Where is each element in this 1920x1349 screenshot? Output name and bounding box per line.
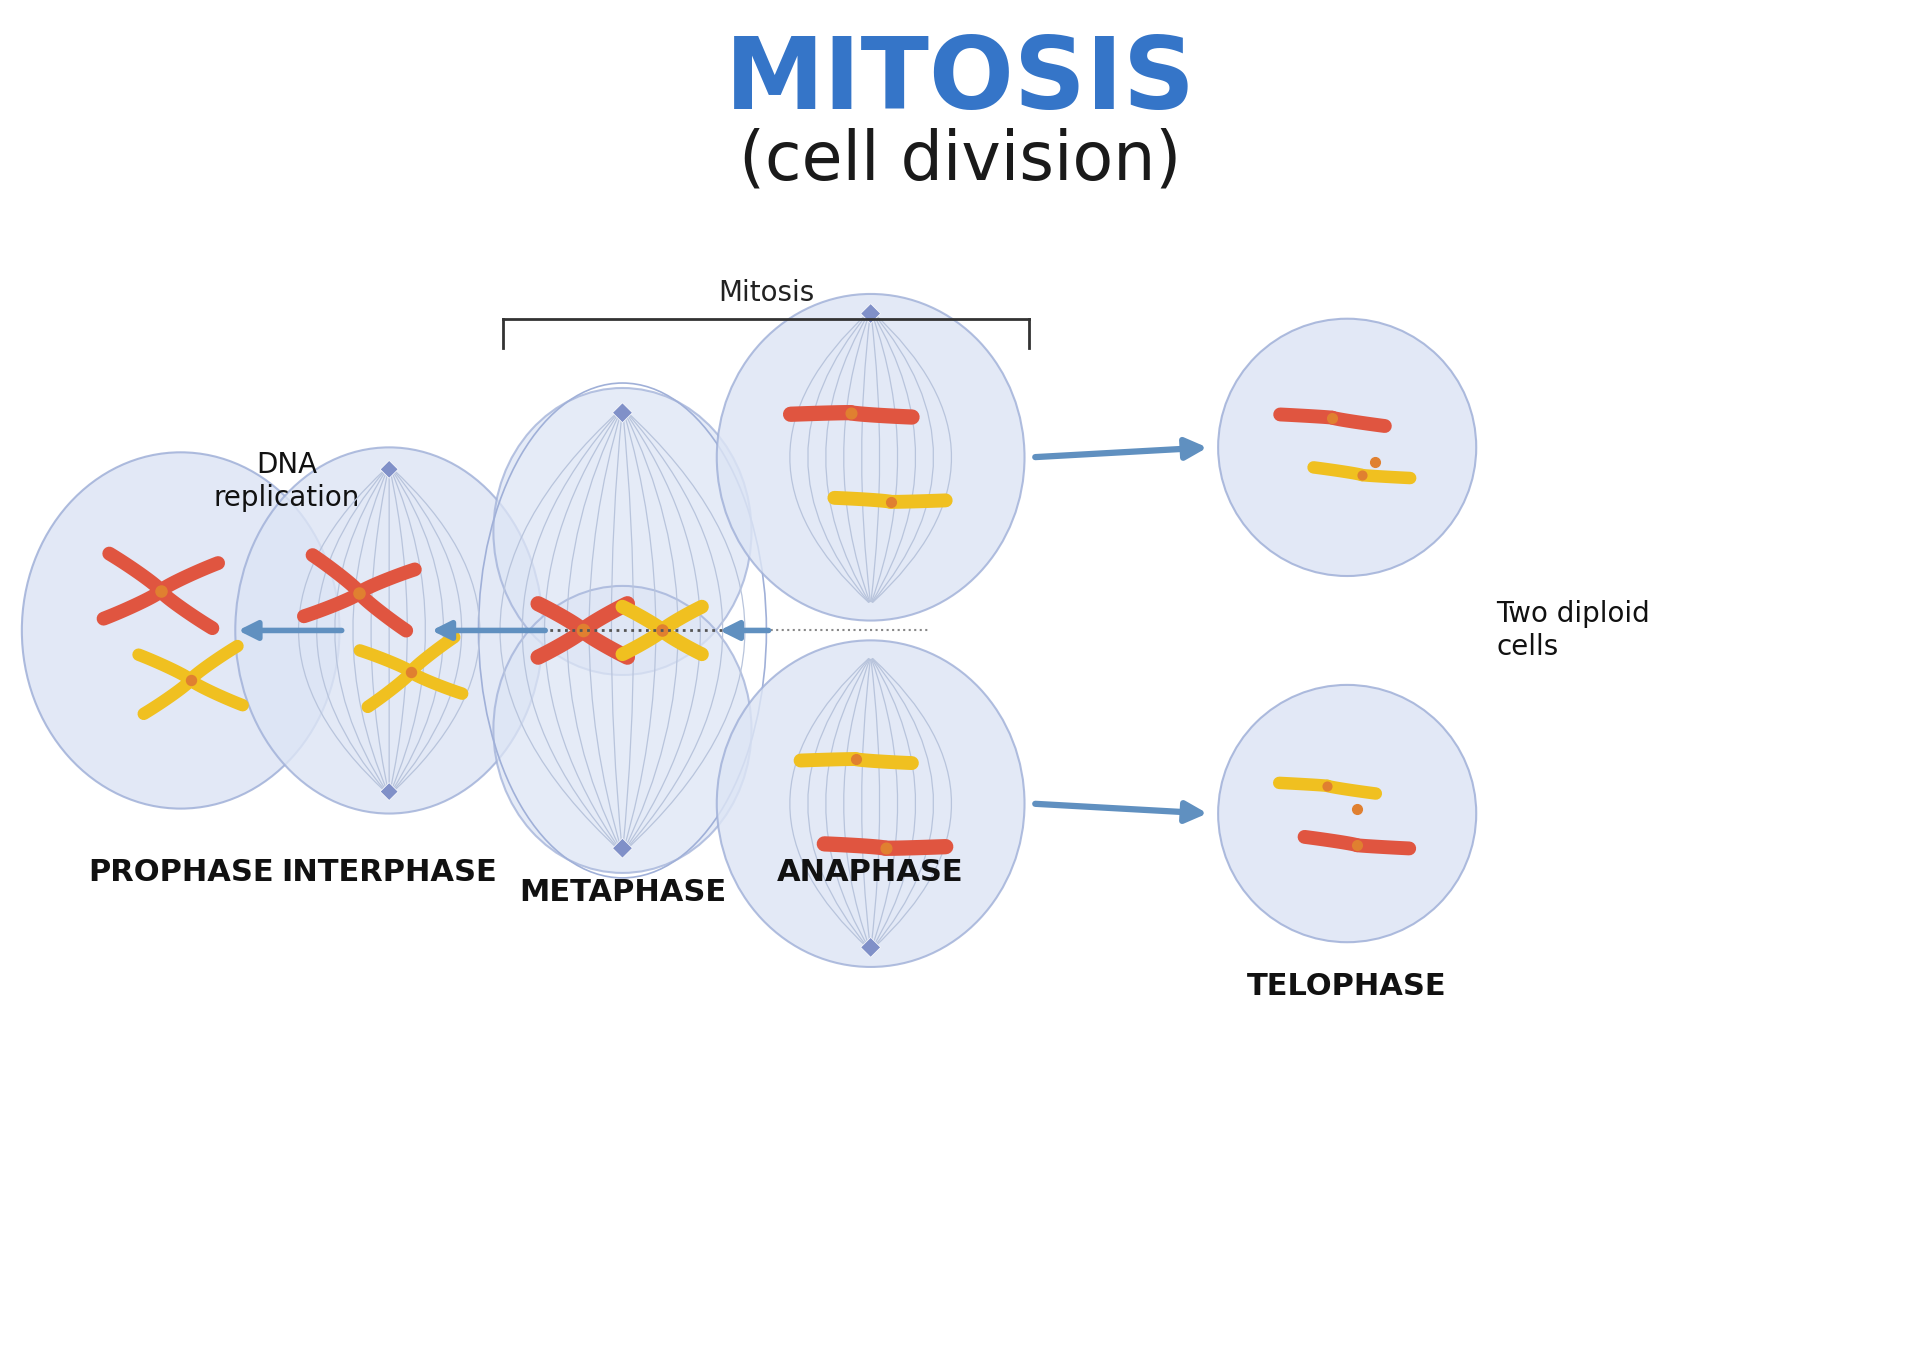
Text: DNA
replication: DNA replication bbox=[213, 452, 361, 511]
Polygon shape bbox=[860, 938, 881, 958]
Ellipse shape bbox=[716, 294, 1025, 621]
Text: MITOSIS: MITOSIS bbox=[724, 32, 1196, 130]
Ellipse shape bbox=[1217, 318, 1476, 576]
Text: INTERPHASE: INTERPHASE bbox=[282, 858, 497, 888]
Text: Mitosis: Mitosis bbox=[718, 279, 814, 306]
Polygon shape bbox=[860, 304, 881, 324]
Text: (cell division): (cell division) bbox=[739, 127, 1181, 193]
Text: ANAPHASE: ANAPHASE bbox=[778, 858, 964, 888]
Text: TELOPHASE: TELOPHASE bbox=[1248, 971, 1448, 1001]
Text: PROPHASE: PROPHASE bbox=[88, 858, 273, 888]
Polygon shape bbox=[612, 838, 632, 858]
Polygon shape bbox=[612, 403, 632, 422]
Ellipse shape bbox=[236, 448, 543, 813]
Polygon shape bbox=[380, 782, 397, 800]
Ellipse shape bbox=[493, 389, 751, 674]
Ellipse shape bbox=[493, 585, 751, 873]
Ellipse shape bbox=[21, 452, 340, 808]
Polygon shape bbox=[380, 460, 397, 479]
Ellipse shape bbox=[716, 641, 1025, 967]
Text: METAPHASE: METAPHASE bbox=[518, 878, 726, 907]
Ellipse shape bbox=[1217, 685, 1476, 942]
Text: Two diploid
cells: Two diploid cells bbox=[1496, 600, 1649, 661]
